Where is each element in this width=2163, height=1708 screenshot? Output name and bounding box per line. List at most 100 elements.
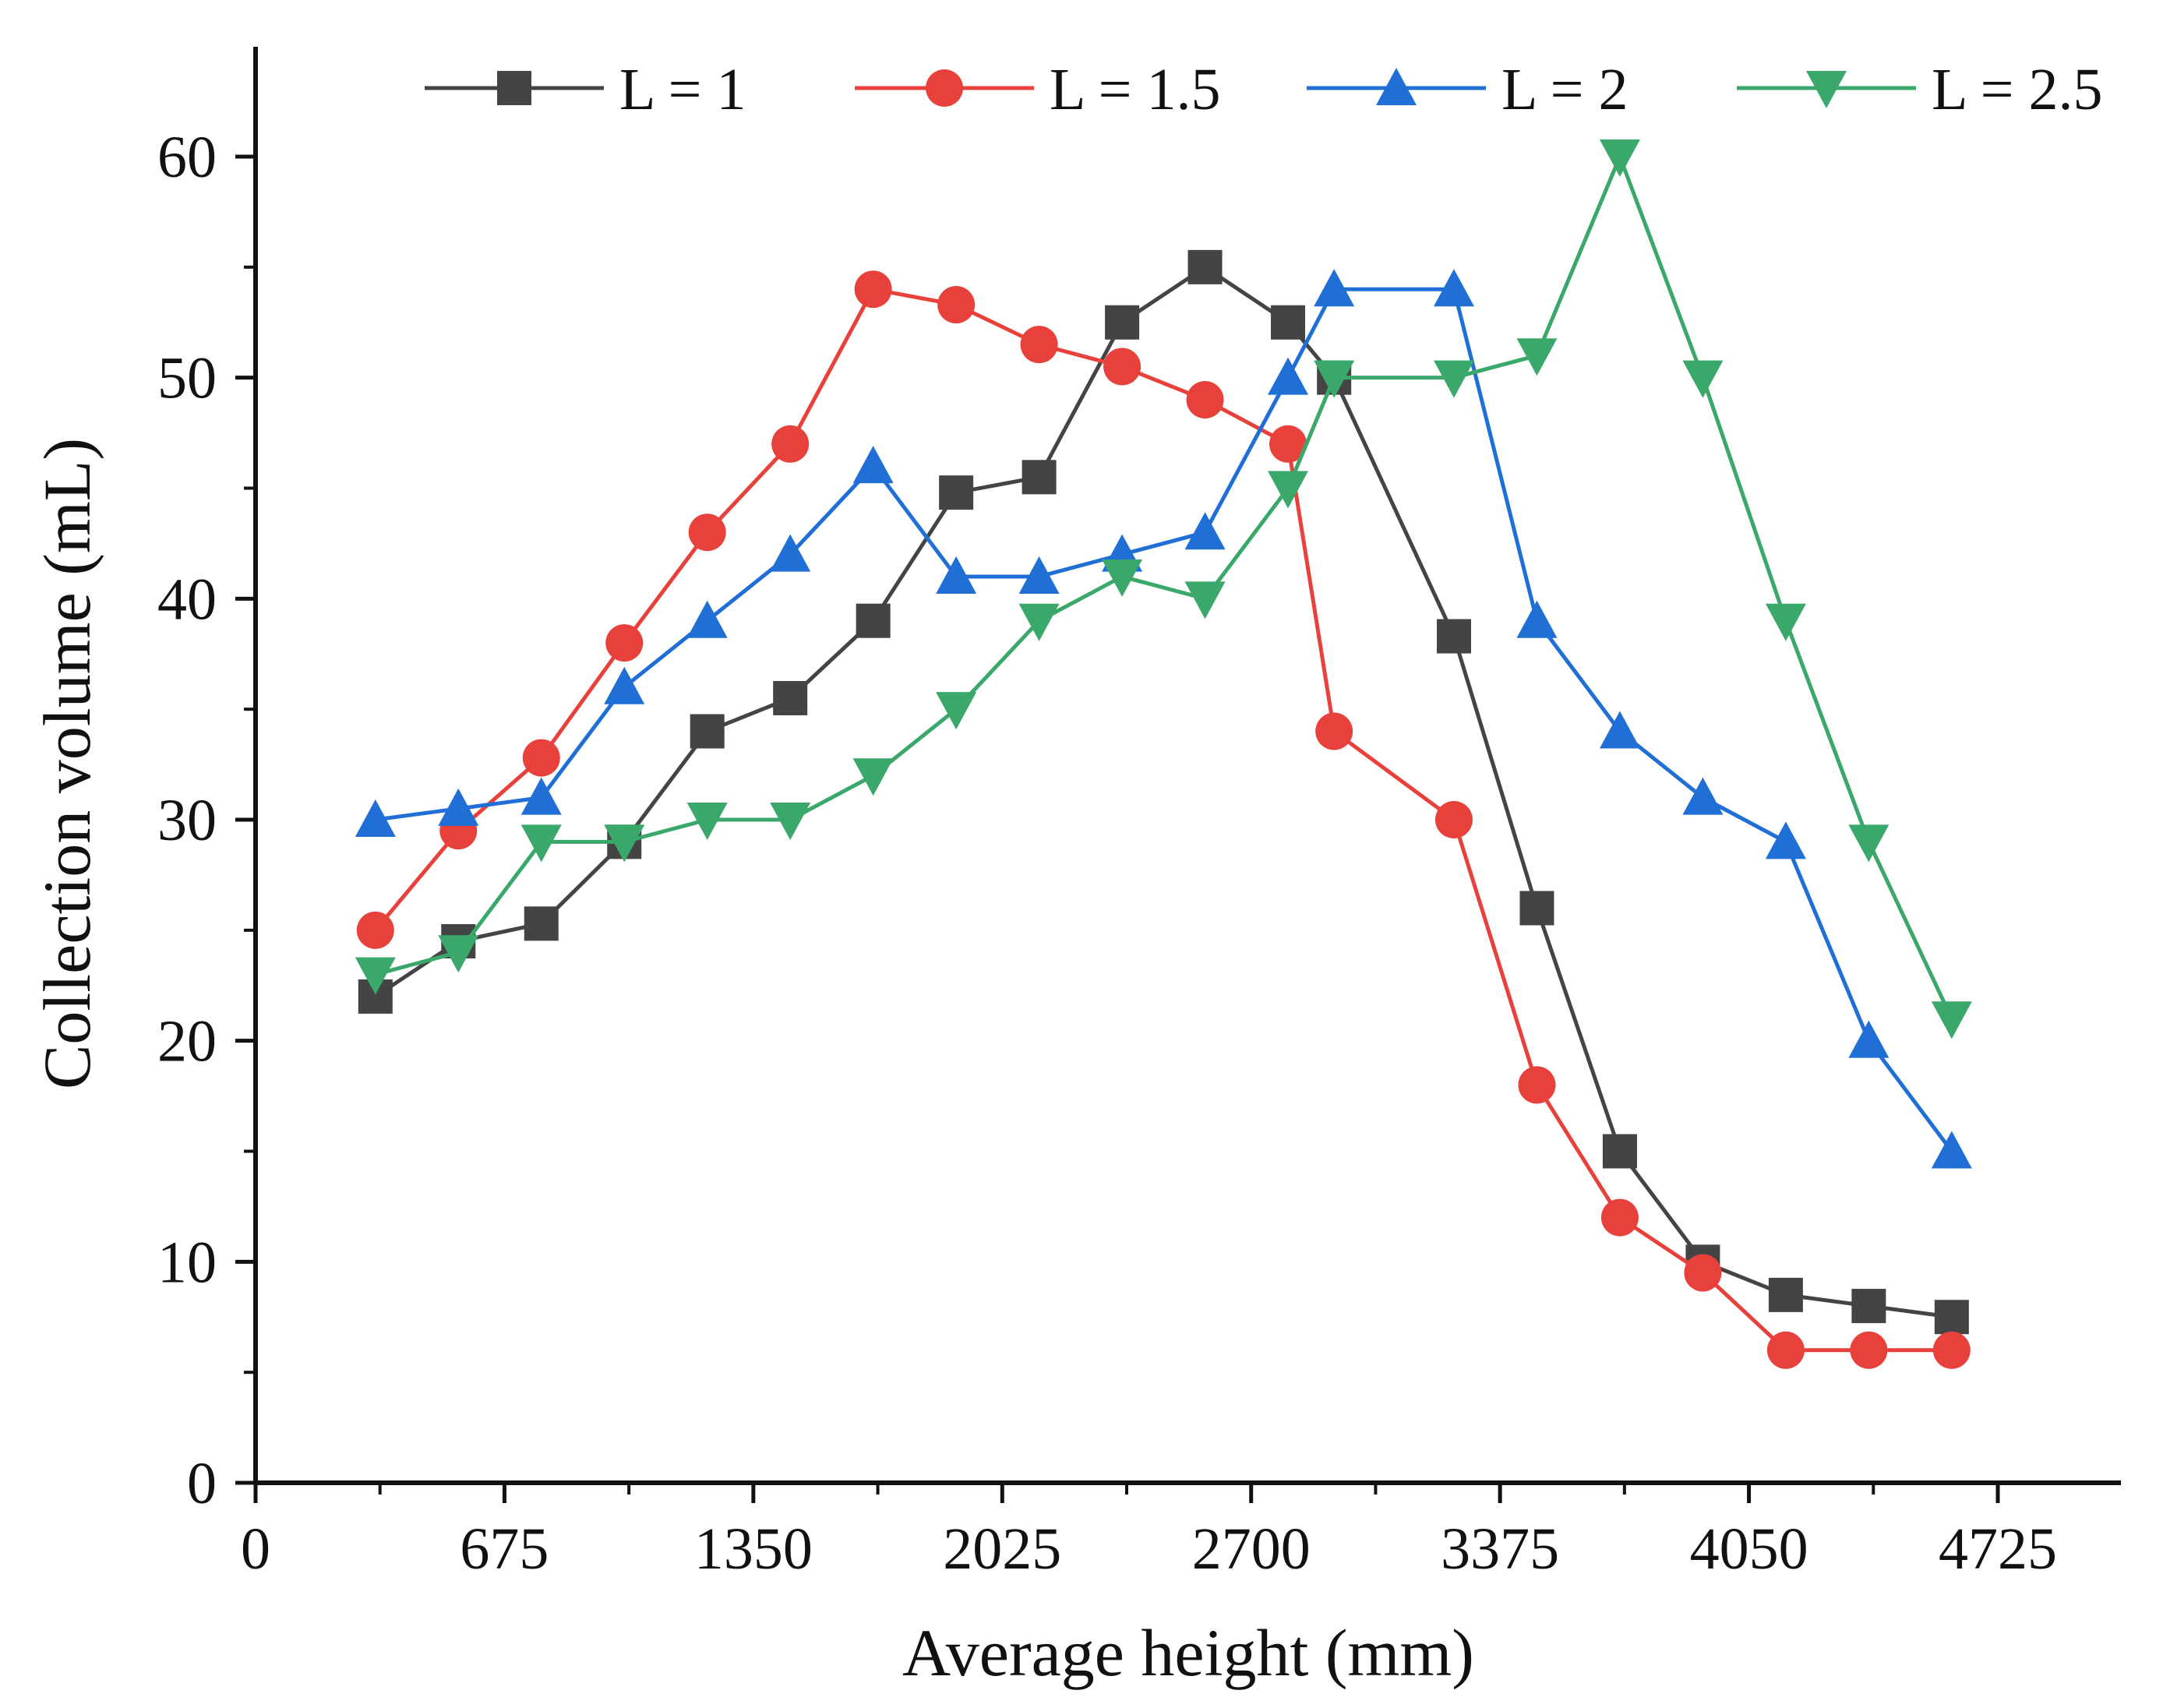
x-axis-title: Average height (mm) — [902, 1615, 1474, 1690]
y-tick-label: 40 — [157, 566, 217, 632]
x-tick-label: 675 — [460, 1516, 549, 1582]
data-point — [520, 777, 562, 815]
data-point — [1314, 360, 1355, 398]
data-point — [690, 714, 725, 749]
data-point — [936, 692, 977, 730]
legend: L = 1 L = 1.5 L = 2 L = 2.5 — [425, 57, 2102, 122]
data-point — [771, 425, 810, 463]
data-point — [936, 556, 977, 594]
legend-item: L = 1 — [425, 57, 746, 122]
data-point — [1518, 1066, 1556, 1104]
data-point — [1102, 559, 1143, 597]
data-point — [852, 446, 894, 484]
data-point — [1268, 471, 1309, 509]
data-point — [937, 286, 976, 324]
legend-item: L = 1.5 — [855, 57, 1220, 122]
data-point — [522, 739, 560, 777]
data-point — [1105, 305, 1140, 340]
x-tick-label: 2700 — [1192, 1516, 1311, 1582]
data-point — [1851, 1289, 1886, 1324]
data-point — [1516, 338, 1558, 376]
series-1 — [358, 249, 1969, 1335]
y-tick-label: 20 — [157, 1009, 217, 1075]
x-tick-label: 1350 — [694, 1516, 813, 1582]
data-point — [1600, 1198, 1639, 1237]
data-point — [686, 803, 728, 840]
legend-marker — [1376, 68, 1417, 105]
data-point — [355, 799, 396, 837]
y-tick-label: 10 — [157, 1230, 217, 1295]
legend-label: L = 2.5 — [1932, 57, 2102, 122]
data-point — [939, 475, 974, 510]
series-2 — [356, 270, 1971, 1369]
y-tick-label: 30 — [157, 788, 217, 853]
data-point — [1434, 801, 1473, 838]
y-axis-title: Collection volume (mL) — [30, 438, 104, 1089]
data-point — [770, 534, 811, 572]
axes — [253, 47, 2121, 1485]
data-point — [686, 600, 728, 638]
tick-labels: 0 675 1350 2025 2700 3375 4050 4725010203040506… — [157, 125, 2057, 1582]
data-point — [604, 824, 645, 863]
data-point — [438, 935, 479, 973]
legend-marker — [926, 69, 963, 107]
y-tick-label: 0 — [187, 1451, 217, 1516]
data-point — [356, 911, 394, 949]
data-point — [1433, 269, 1474, 307]
data-point — [1602, 1134, 1637, 1169]
data-point — [854, 270, 892, 309]
legend-label: L = 2 — [1501, 57, 1628, 122]
data-point — [1766, 1331, 1805, 1369]
data-point — [856, 603, 891, 638]
ticks — [235, 154, 2000, 1503]
data-point — [604, 666, 645, 704]
data-point — [1433, 360, 1474, 398]
data-point — [1848, 1020, 1890, 1058]
data-point — [1519, 891, 1554, 926]
x-tick-label: 4725 — [1939, 1516, 2057, 1582]
legend-label: L = 1.5 — [1050, 57, 1220, 122]
data-point — [688, 513, 726, 552]
x-tick-label: 2025 — [943, 1516, 1061, 1582]
x-tick-label: 3375 — [1441, 1516, 1559, 1582]
data-point — [1599, 139, 1640, 177]
data-point — [1848, 824, 1890, 863]
data-point — [1103, 348, 1141, 386]
series-line — [374, 265, 1953, 1319]
data-point — [1765, 821, 1806, 859]
data-point — [520, 824, 562, 863]
x-tick-label: 4050 — [1690, 1516, 1808, 1582]
data-point — [1315, 712, 1353, 750]
data-point — [1684, 1254, 1722, 1292]
data-point — [1271, 305, 1306, 340]
data-point — [1682, 360, 1724, 398]
data-point — [1187, 249, 1223, 284]
data-point — [438, 788, 479, 826]
data-point — [1599, 711, 1640, 749]
data-point — [524, 906, 559, 941]
data-point — [1020, 326, 1058, 364]
data-point — [1768, 1277, 1803, 1312]
x-tick-label: 0 — [241, 1516, 270, 1582]
data-point — [1934, 1300, 1969, 1335]
legend-item: L = 2 — [1307, 57, 1628, 122]
data-point — [1682, 777, 1724, 815]
legend-marker — [497, 71, 531, 105]
data-point — [1184, 581, 1226, 619]
legend-marker — [1806, 71, 1847, 108]
series-layer — [355, 139, 1972, 1369]
data-point — [1022, 460, 1057, 495]
data-point — [770, 803, 811, 840]
data-point — [1018, 603, 1060, 641]
data-point — [1184, 512, 1226, 550]
data-point — [1931, 1131, 1972, 1169]
series-line — [375, 287, 1953, 1153]
data-point — [1018, 556, 1060, 594]
series-line — [373, 287, 1952, 1353]
data-point — [773, 680, 808, 715]
data-point — [355, 957, 396, 995]
series-line — [375, 154, 1954, 1020]
legend-label: L = 1 — [619, 57, 746, 122]
series-4 — [355, 139, 1972, 1039]
